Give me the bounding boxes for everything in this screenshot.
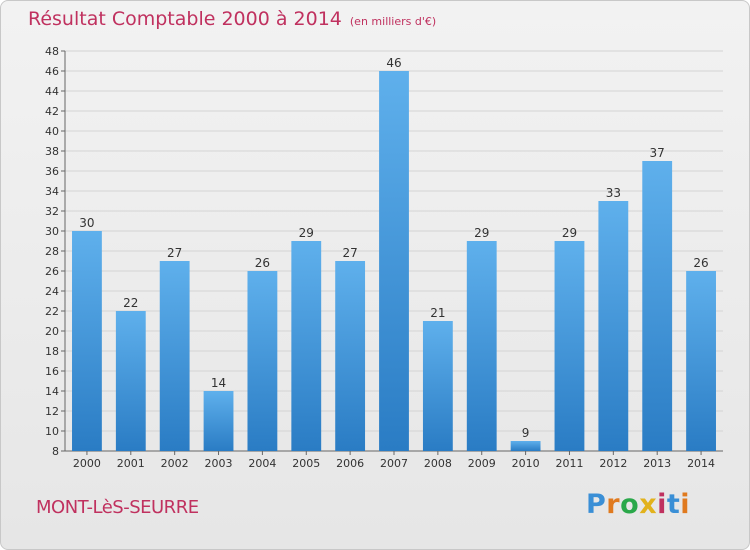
y-tick-label: 22	[45, 305, 59, 318]
bar-2010	[510, 441, 541, 451]
y-tick-label: 36	[45, 165, 59, 178]
commune-name: MONT-LèS-SEURRE	[36, 497, 199, 518]
value-label-2001: 22	[123, 296, 138, 310]
value-label-2010: 9	[522, 426, 530, 440]
logo-letter: x	[639, 489, 658, 520]
logo-letter: P	[586, 489, 607, 520]
x-tick-label-2007: 2007	[380, 457, 408, 470]
x-tick-label-2011: 2011	[555, 457, 583, 470]
x-tick-label-2000: 2000	[73, 457, 101, 470]
y-tick-label: 26	[45, 265, 59, 278]
value-label-2013: 37	[650, 146, 665, 160]
chart-title: Résultat Comptable 2000 à 2014 (en millie…	[28, 8, 436, 30]
bar-2012	[598, 201, 629, 451]
y-tick-label: 14	[45, 385, 59, 398]
bar-2004	[247, 271, 278, 451]
x-tick-label-2009: 2009	[468, 457, 496, 470]
x-tick-label-2012: 2012	[599, 457, 627, 470]
value-label-2011: 29	[562, 226, 577, 240]
x-tick-label-2014: 2014	[687, 457, 715, 470]
bar-2013	[642, 161, 673, 451]
value-label-2004: 26	[255, 256, 270, 270]
y-tick-label: 42	[45, 105, 59, 118]
x-tick-label-2006: 2006	[336, 457, 364, 470]
x-tick-label-2004: 2004	[248, 457, 276, 470]
bar-2014	[686, 271, 716, 451]
value-label-2009: 29	[474, 226, 489, 240]
bar-2003	[203, 391, 234, 451]
value-label-2006: 27	[342, 246, 357, 260]
bar-2011	[554, 241, 585, 451]
y-tick-label: 48	[45, 45, 59, 58]
logo-letter: i	[657, 489, 667, 520]
x-tick-label-2001: 2001	[117, 457, 145, 470]
y-tick-label: 24	[45, 285, 59, 298]
bar-2008	[422, 321, 453, 451]
y-tick-label: 8	[52, 445, 59, 458]
y-tick-label: 10	[45, 425, 59, 438]
y-tick-label: 20	[45, 325, 59, 338]
bar-2002	[159, 261, 190, 451]
proxiti-logo: Proxiti	[586, 489, 690, 520]
x-tick-label-2010: 2010	[512, 457, 540, 470]
logo-letter: o	[620, 489, 640, 520]
y-tick-label: 34	[45, 185, 59, 198]
x-tick-label-2005: 2005	[292, 457, 320, 470]
bar-2007	[379, 71, 409, 451]
value-label-2008: 21	[430, 306, 445, 320]
x-tick-label-2008: 2008	[424, 457, 452, 470]
bar-2000	[72, 231, 102, 451]
y-tick-label: 46	[45, 65, 59, 78]
value-label-2000: 30	[79, 216, 94, 230]
x-tick-label-2013: 2013	[643, 457, 671, 470]
y-tick-label: 18	[45, 345, 59, 358]
logo-letter: i	[680, 489, 691, 520]
chart-subtitle: (en milliers d'€)	[349, 15, 437, 28]
y-tick-label: 40	[45, 125, 59, 138]
value-label-2007: 46	[386, 56, 401, 70]
bar-2005	[291, 241, 322, 451]
bar-2006	[335, 261, 366, 451]
y-tick-label: 32	[45, 205, 59, 218]
y-tick-label: 38	[45, 145, 59, 158]
logo-letter: r	[606, 489, 621, 520]
value-label-2012: 33	[606, 186, 621, 200]
value-label-2003: 14	[211, 376, 226, 390]
bar-2009	[466, 241, 497, 451]
value-label-2005: 29	[299, 226, 314, 240]
y-tick-label: 28	[45, 245, 59, 258]
value-label-2002: 27	[167, 246, 182, 260]
logo-letter: t	[666, 489, 681, 520]
chart-title-text: Résultat Comptable 2000 à 2014	[28, 8, 342, 30]
y-tick-label: 16	[45, 365, 59, 378]
x-tick-label-2002: 2002	[161, 457, 189, 470]
value-label-2014: 26	[693, 256, 708, 270]
x-tick-label-2003: 2003	[205, 457, 233, 470]
y-tick-label: 30	[45, 225, 59, 238]
bar-2001	[115, 311, 146, 451]
y-tick-label: 12	[45, 405, 59, 418]
y-tick-label: 44	[45, 85, 59, 98]
